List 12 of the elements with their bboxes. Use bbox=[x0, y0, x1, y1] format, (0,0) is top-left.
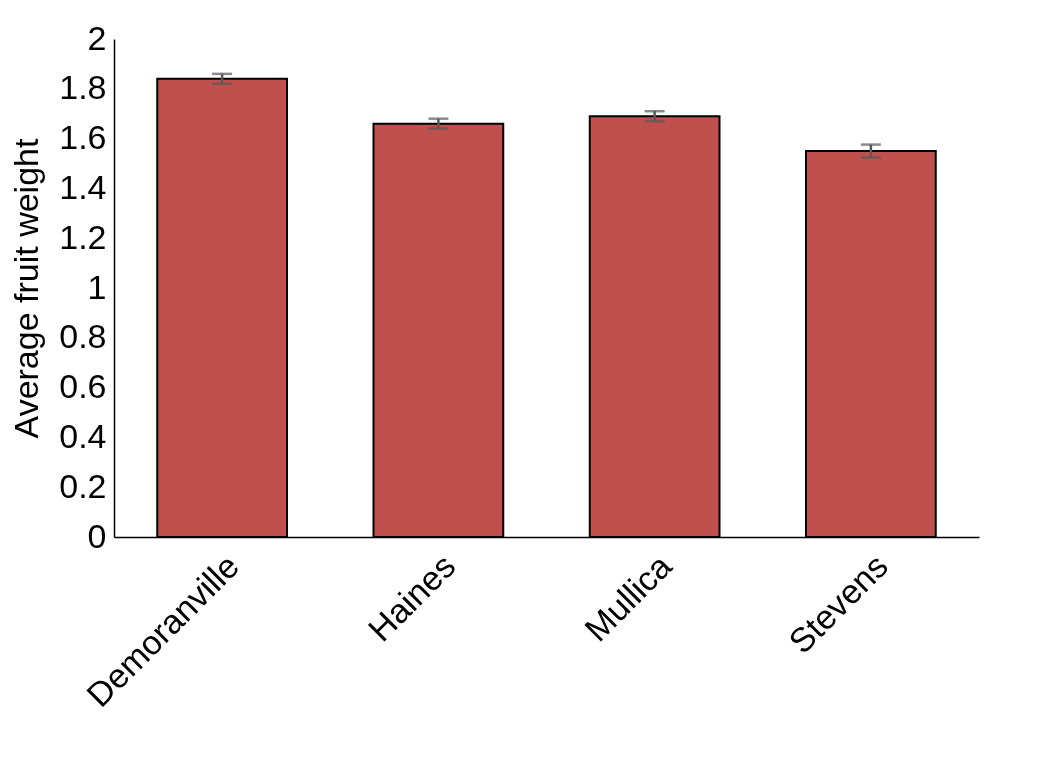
y-tick-label: 0.6 bbox=[59, 367, 107, 406]
y-tick-label: 0.4 bbox=[59, 416, 107, 455]
y-tick-label: 2 bbox=[87, 18, 107, 57]
y-tick-label: 0 bbox=[87, 516, 107, 555]
y-tick-label: 0.2 bbox=[59, 466, 107, 505]
y-tick-label: 1 bbox=[87, 267, 107, 306]
y-tick-label: 1.4 bbox=[59, 167, 107, 206]
y-axis-title: Average fruit weight bbox=[7, 138, 46, 439]
y-tick-label: 1.8 bbox=[59, 68, 107, 107]
y-tick-label: 0.8 bbox=[59, 317, 107, 356]
y-tick-label: 1.6 bbox=[59, 118, 107, 157]
y-tick-label: 1.2 bbox=[59, 217, 107, 256]
